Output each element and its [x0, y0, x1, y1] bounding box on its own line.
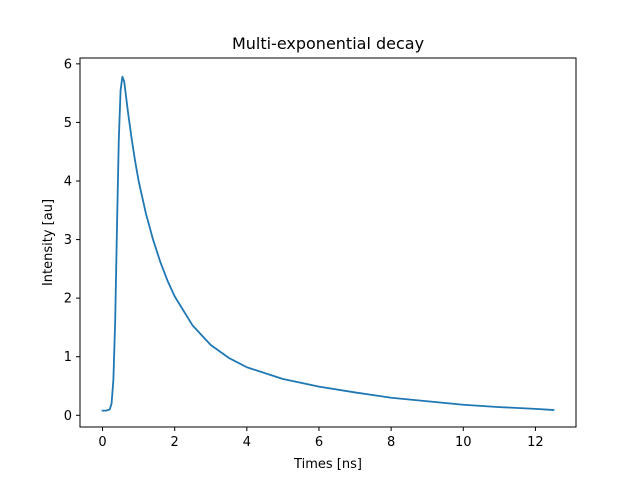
x-tick-label: 12 [527, 435, 544, 450]
y-tick-label: 5 [64, 116, 72, 131]
y-tick-label: 2 [64, 292, 72, 307]
x-tick-label: 10 [455, 435, 472, 450]
y-tick-label: 0 [64, 409, 72, 424]
chart-title: Multi-exponential decay [232, 34, 424, 53]
y-tick-label: 1 [64, 350, 72, 365]
y-tick-label: 4 [64, 175, 72, 190]
x-axis-label: Times [ns] [293, 457, 362, 472]
y-axis-label: Intensity [au] [41, 199, 56, 286]
plot-frame [79, 57, 577, 428]
plot-area [80, 58, 576, 427]
x-tick-label: 6 [315, 435, 323, 450]
x-tick-label: 2 [171, 435, 179, 450]
y-tick-label: 6 [64, 57, 72, 72]
y-axis-ticks: 0 1 2 3 4 5 6 [64, 57, 80, 424]
x-tick-label: 4 [243, 435, 251, 450]
series-line [101, 75, 555, 412]
x-tick-label: 0 [98, 435, 106, 450]
x-axis-ticks: 0 2 4 6 8 10 12 [98, 427, 544, 450]
x-tick-label: 8 [387, 435, 395, 450]
y-tick-label: 3 [64, 233, 72, 248]
series-layer [101, 75, 555, 412]
